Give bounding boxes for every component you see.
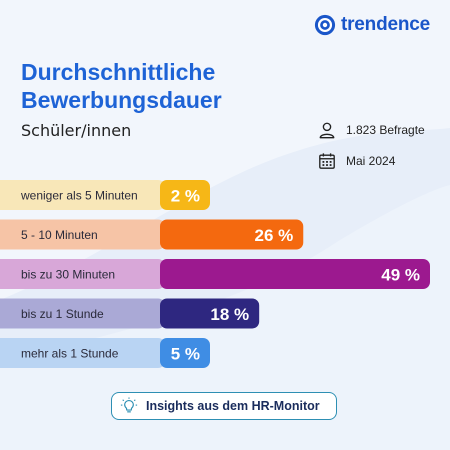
category-label-background bbox=[0, 219, 165, 250]
bar-row: weniger als 5 Minuten 2 % bbox=[0, 180, 210, 210]
value-label: 2 % bbox=[171, 187, 200, 206]
bar-row: 5 - 10 Minuten 26 % bbox=[0, 219, 304, 250]
category-label-background bbox=[0, 298, 165, 329]
insights-button[interactable]: Insights aus dem HR-Monitor bbox=[111, 392, 337, 420]
bar-row: bis zu 30 Minuten 49 % bbox=[0, 259, 430, 289]
bar-row: bis zu 1 Stunde 18 % bbox=[0, 298, 260, 329]
value-label: 5 % bbox=[171, 345, 200, 364]
brand-logo: trendence bbox=[314, 14, 430, 36]
respondents-info: 1.823 Befragte bbox=[318, 121, 425, 139]
person-icon bbox=[319, 122, 335, 139]
category-label: bis zu 30 Minuten bbox=[21, 268, 115, 282]
bar bbox=[160, 219, 304, 250]
category-label-background bbox=[0, 338, 165, 368]
trendence-logo-icon bbox=[314, 14, 336, 36]
bar-row: mehr als 1 Stunde 5 % bbox=[0, 338, 210, 368]
category-label: weniger als 5 Minuten bbox=[20, 189, 138, 203]
insights-button-label: Insights aus dem HR-Monitor bbox=[146, 399, 320, 413]
value-label: 49 % bbox=[381, 266, 420, 285]
lightbulb-icon bbox=[120, 397, 138, 413]
page-title: Durchschnittliche Bewerbungsdauer bbox=[21, 59, 222, 113]
bar bbox=[160, 338, 210, 368]
survey-date: Mai 2024 bbox=[346, 154, 396, 168]
bar bbox=[160, 298, 260, 329]
category-label: mehr als 1 Stunde bbox=[21, 347, 119, 361]
calendar-icon bbox=[319, 153, 335, 169]
page-subtitle: Schüler/innen bbox=[21, 121, 132, 140]
category-label-background bbox=[0, 259, 165, 289]
category-label: bis zu 1 Stunde bbox=[21, 307, 104, 321]
category-label: 5 - 10 Minuten bbox=[21, 228, 98, 242]
bar bbox=[160, 259, 430, 289]
value-label: 26 % bbox=[255, 226, 294, 245]
category-label-background bbox=[0, 180, 165, 210]
bar bbox=[160, 180, 210, 210]
value-label: 18 % bbox=[210, 305, 249, 324]
brand-name: trendence bbox=[340, 14, 430, 35]
survey-date-info: Mai 2024 bbox=[318, 152, 395, 170]
respondents-count: 1.823 Befragte bbox=[346, 123, 425, 137]
